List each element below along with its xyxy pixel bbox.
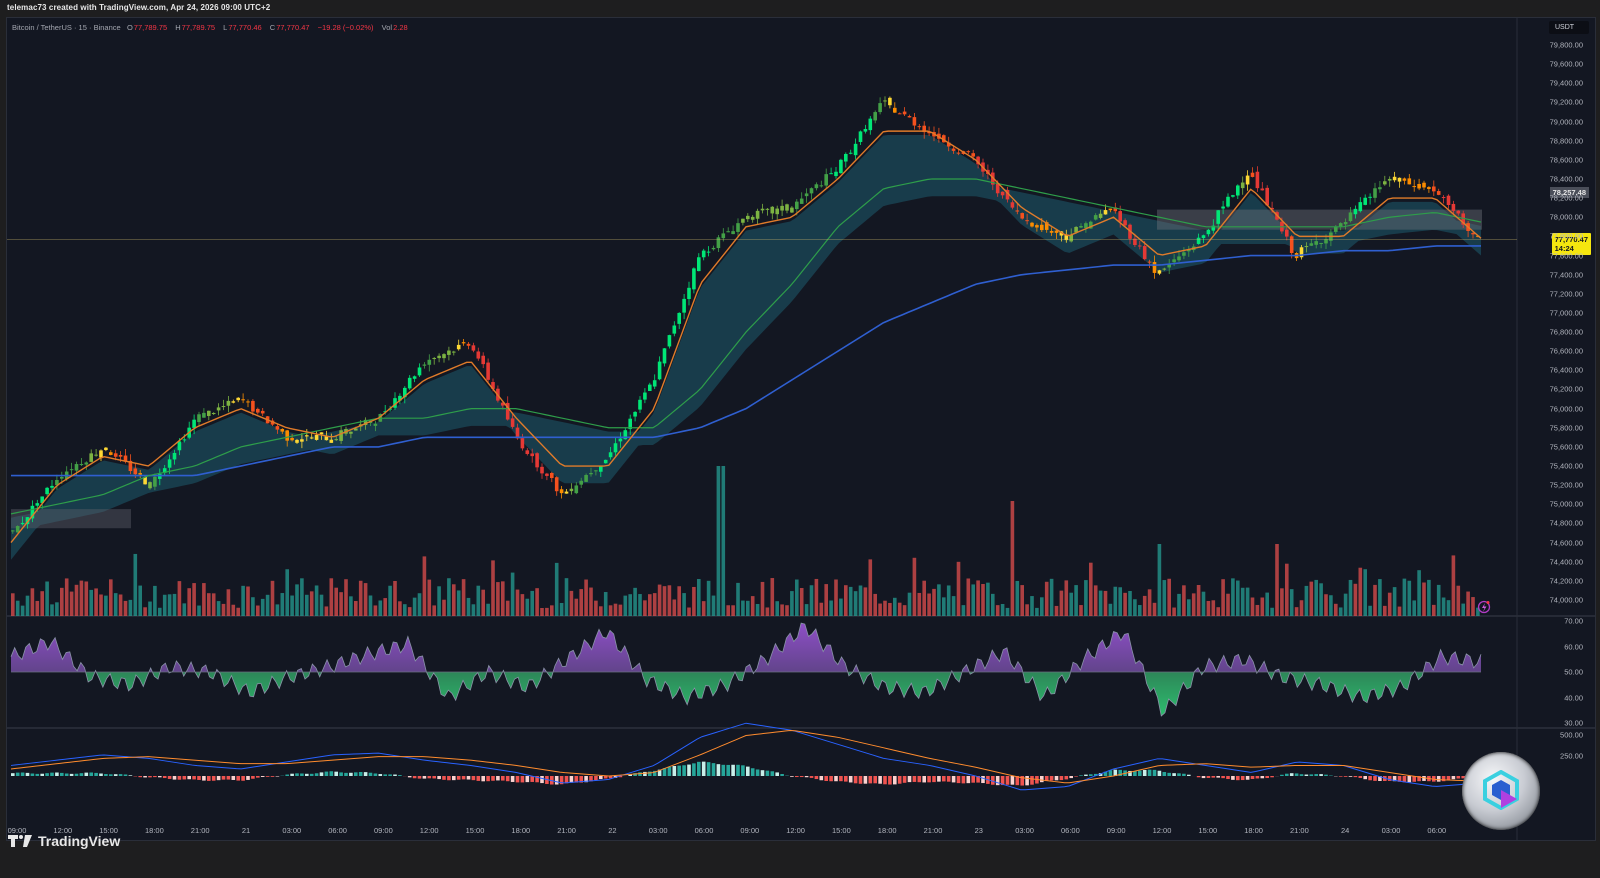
volume-value: 2.28: [393, 23, 408, 32]
price-tick: 75,600.00: [1549, 442, 1583, 452]
low-label: L: [223, 23, 228, 32]
time-tick: 12:00: [53, 826, 73, 835]
time-tick: 09:00: [7, 826, 27, 835]
time-tick: 24: [1341, 826, 1350, 835]
rsi-tick: 30.00: [1564, 718, 1583, 728]
price-tick: 79,400.00: [1549, 78, 1583, 88]
currency-button[interactable]: USDT: [1549, 21, 1589, 34]
price-tick: 79,600.00: [1549, 59, 1583, 69]
time-tick: 23: [974, 826, 983, 835]
low-value: 77,770.46: [228, 23, 262, 32]
rsi-tick: 40.00: [1564, 693, 1583, 702]
time-tick: 18:00: [511, 826, 531, 835]
symbol-name: Bitcoin / TetherUS · 15 · Binance: [12, 23, 121, 32]
price-tick: 75,800.00: [1549, 423, 1583, 433]
time-tick: 15:00: [99, 826, 118, 835]
price-tick: 78,600.00: [1549, 155, 1583, 165]
time-tick: 18:00: [145, 826, 164, 835]
price-tick: 74,600.00: [1549, 538, 1583, 548]
price-tick: 77,200.00: [1549, 289, 1583, 299]
rsi-tick: 50.00: [1564, 667, 1583, 677]
time-tick: 09:00: [1106, 826, 1126, 835]
time-tick: 15:00: [1198, 826, 1218, 835]
time-tick: 21:00: [557, 826, 576, 835]
time-tick: 21:00: [923, 826, 943, 835]
rsi-tick: 70.00: [1564, 616, 1583, 626]
price-tick: 78,800.00: [1549, 136, 1583, 146]
time-tick: 21: [241, 826, 251, 835]
tradingview-icon: [8, 835, 32, 847]
time-tick: 09:00: [740, 826, 760, 835]
time-tick: 21:00: [1290, 826, 1309, 835]
price-plot[interactable]: [7, 18, 1595, 840]
close-label: C: [269, 23, 276, 32]
price-tick: 74,400.00: [1549, 557, 1583, 567]
last-price: 77,770.47: [1554, 235, 1588, 245]
time-tick: 22: [608, 826, 617, 835]
price-tick: 77,400.00: [1549, 270, 1583, 280]
price-tick: 77,600.00: [1549, 251, 1583, 261]
time-tick: 06:00: [328, 826, 347, 835]
price-tick: 74,200.00: [1549, 576, 1583, 586]
macd-tick: 250.00: [1560, 751, 1583, 761]
price-tick: 76,600.00: [1549, 346, 1583, 356]
hexagon-logo-icon: [1483, 770, 1519, 810]
time-tick: 15:00: [832, 826, 851, 835]
price-tick: 75,400.00: [1549, 461, 1583, 471]
time-tick: 12:00: [786, 826, 805, 835]
time-tick: 18:00: [1244, 826, 1263, 835]
time-tick: 03:00: [1381, 826, 1401, 835]
caption: telemac73 created with TradingView.com, …: [7, 3, 271, 12]
time-tick: 15:00: [465, 826, 485, 835]
macd-tick: 500.00: [1560, 730, 1583, 740]
rsi-tick: 60.00: [1564, 642, 1583, 651]
time-tick: 03:00: [648, 826, 668, 835]
open-value: 77,789.75: [133, 23, 168, 32]
countdown: 14:24: [1554, 244, 1574, 254]
open-label: O: [126, 23, 133, 32]
time-tick: 03:00: [1015, 826, 1034, 835]
symbol-legend: Bitcoin / TetherUS · 15 · Binance O77,78…: [12, 23, 414, 32]
time-tick: 12:00: [1152, 826, 1172, 835]
volume-label: Vol: [381, 23, 393, 32]
time-tick: 12:00: [419, 826, 439, 835]
price-tick: 79,200.00: [1549, 97, 1583, 107]
time-tick: 06:00: [1061, 826, 1080, 835]
time-tick: 06:00: [1427, 826, 1447, 835]
price-tick: 74,000.00: [1549, 595, 1583, 605]
price-tick: 75,200.00: [1549, 480, 1583, 490]
time-axis[interactable]: 09:00 12:00 15:00 18:00 21:00 21 03:00 06:00 09:…: [7, 822, 1517, 838]
price-tick: 76,800.00: [1549, 327, 1583, 337]
price-tick: 78,400.00: [1549, 174, 1583, 184]
price-tick: 74,800.00: [1549, 518, 1583, 528]
price-tick: 77,000.00: [1549, 308, 1583, 318]
time-tick: 21:00: [190, 826, 210, 835]
price-tick: 76,200.00: [1549, 384, 1583, 394]
chart-area[interactable]: Bitcoin / TetherUS · 15 · Binance O77,78…: [6, 17, 1596, 841]
tradingview-logo: TradingView: [8, 833, 120, 849]
price-tick: 76,000.00: [1549, 404, 1583, 414]
last-price-tag: 77,770.47 14:24: [1551, 233, 1591, 256]
price-tick: 76,400.00: [1549, 365, 1583, 375]
time-tick: 06:00: [694, 826, 714, 835]
price-tick: 79,000.00: [1549, 117, 1583, 127]
price-tick: 79,800.00: [1549, 40, 1583, 50]
alert-lightning-icon[interactable]: [1477, 600, 1491, 614]
time-tick: 09:00: [374, 826, 393, 835]
brand-name: TradingView: [38, 833, 121, 849]
coin-watermark-icon: [1462, 752, 1540, 830]
time-tick: 03:00: [282, 826, 302, 835]
time-tick: 18:00: [877, 826, 897, 835]
price-tick: 78,000.00: [1549, 212, 1583, 222]
high-marker: 78,257.48: [1549, 186, 1589, 198]
close-value: 77,770.47: [276, 23, 310, 32]
price-axis[interactable]: USDT 78,257.48 77,770.47 14:24 79,800.00…: [1519, 18, 1595, 840]
change-value: −19.28 (−0.02%): [317, 23, 374, 32]
price-tick: 77,800.00: [1549, 231, 1583, 241]
high-label: H: [175, 23, 181, 32]
price-tick: 75,000.00: [1549, 499, 1583, 509]
price-tick: 78,200.00: [1549, 193, 1583, 203]
high-value: 77,789.75: [181, 23, 216, 32]
